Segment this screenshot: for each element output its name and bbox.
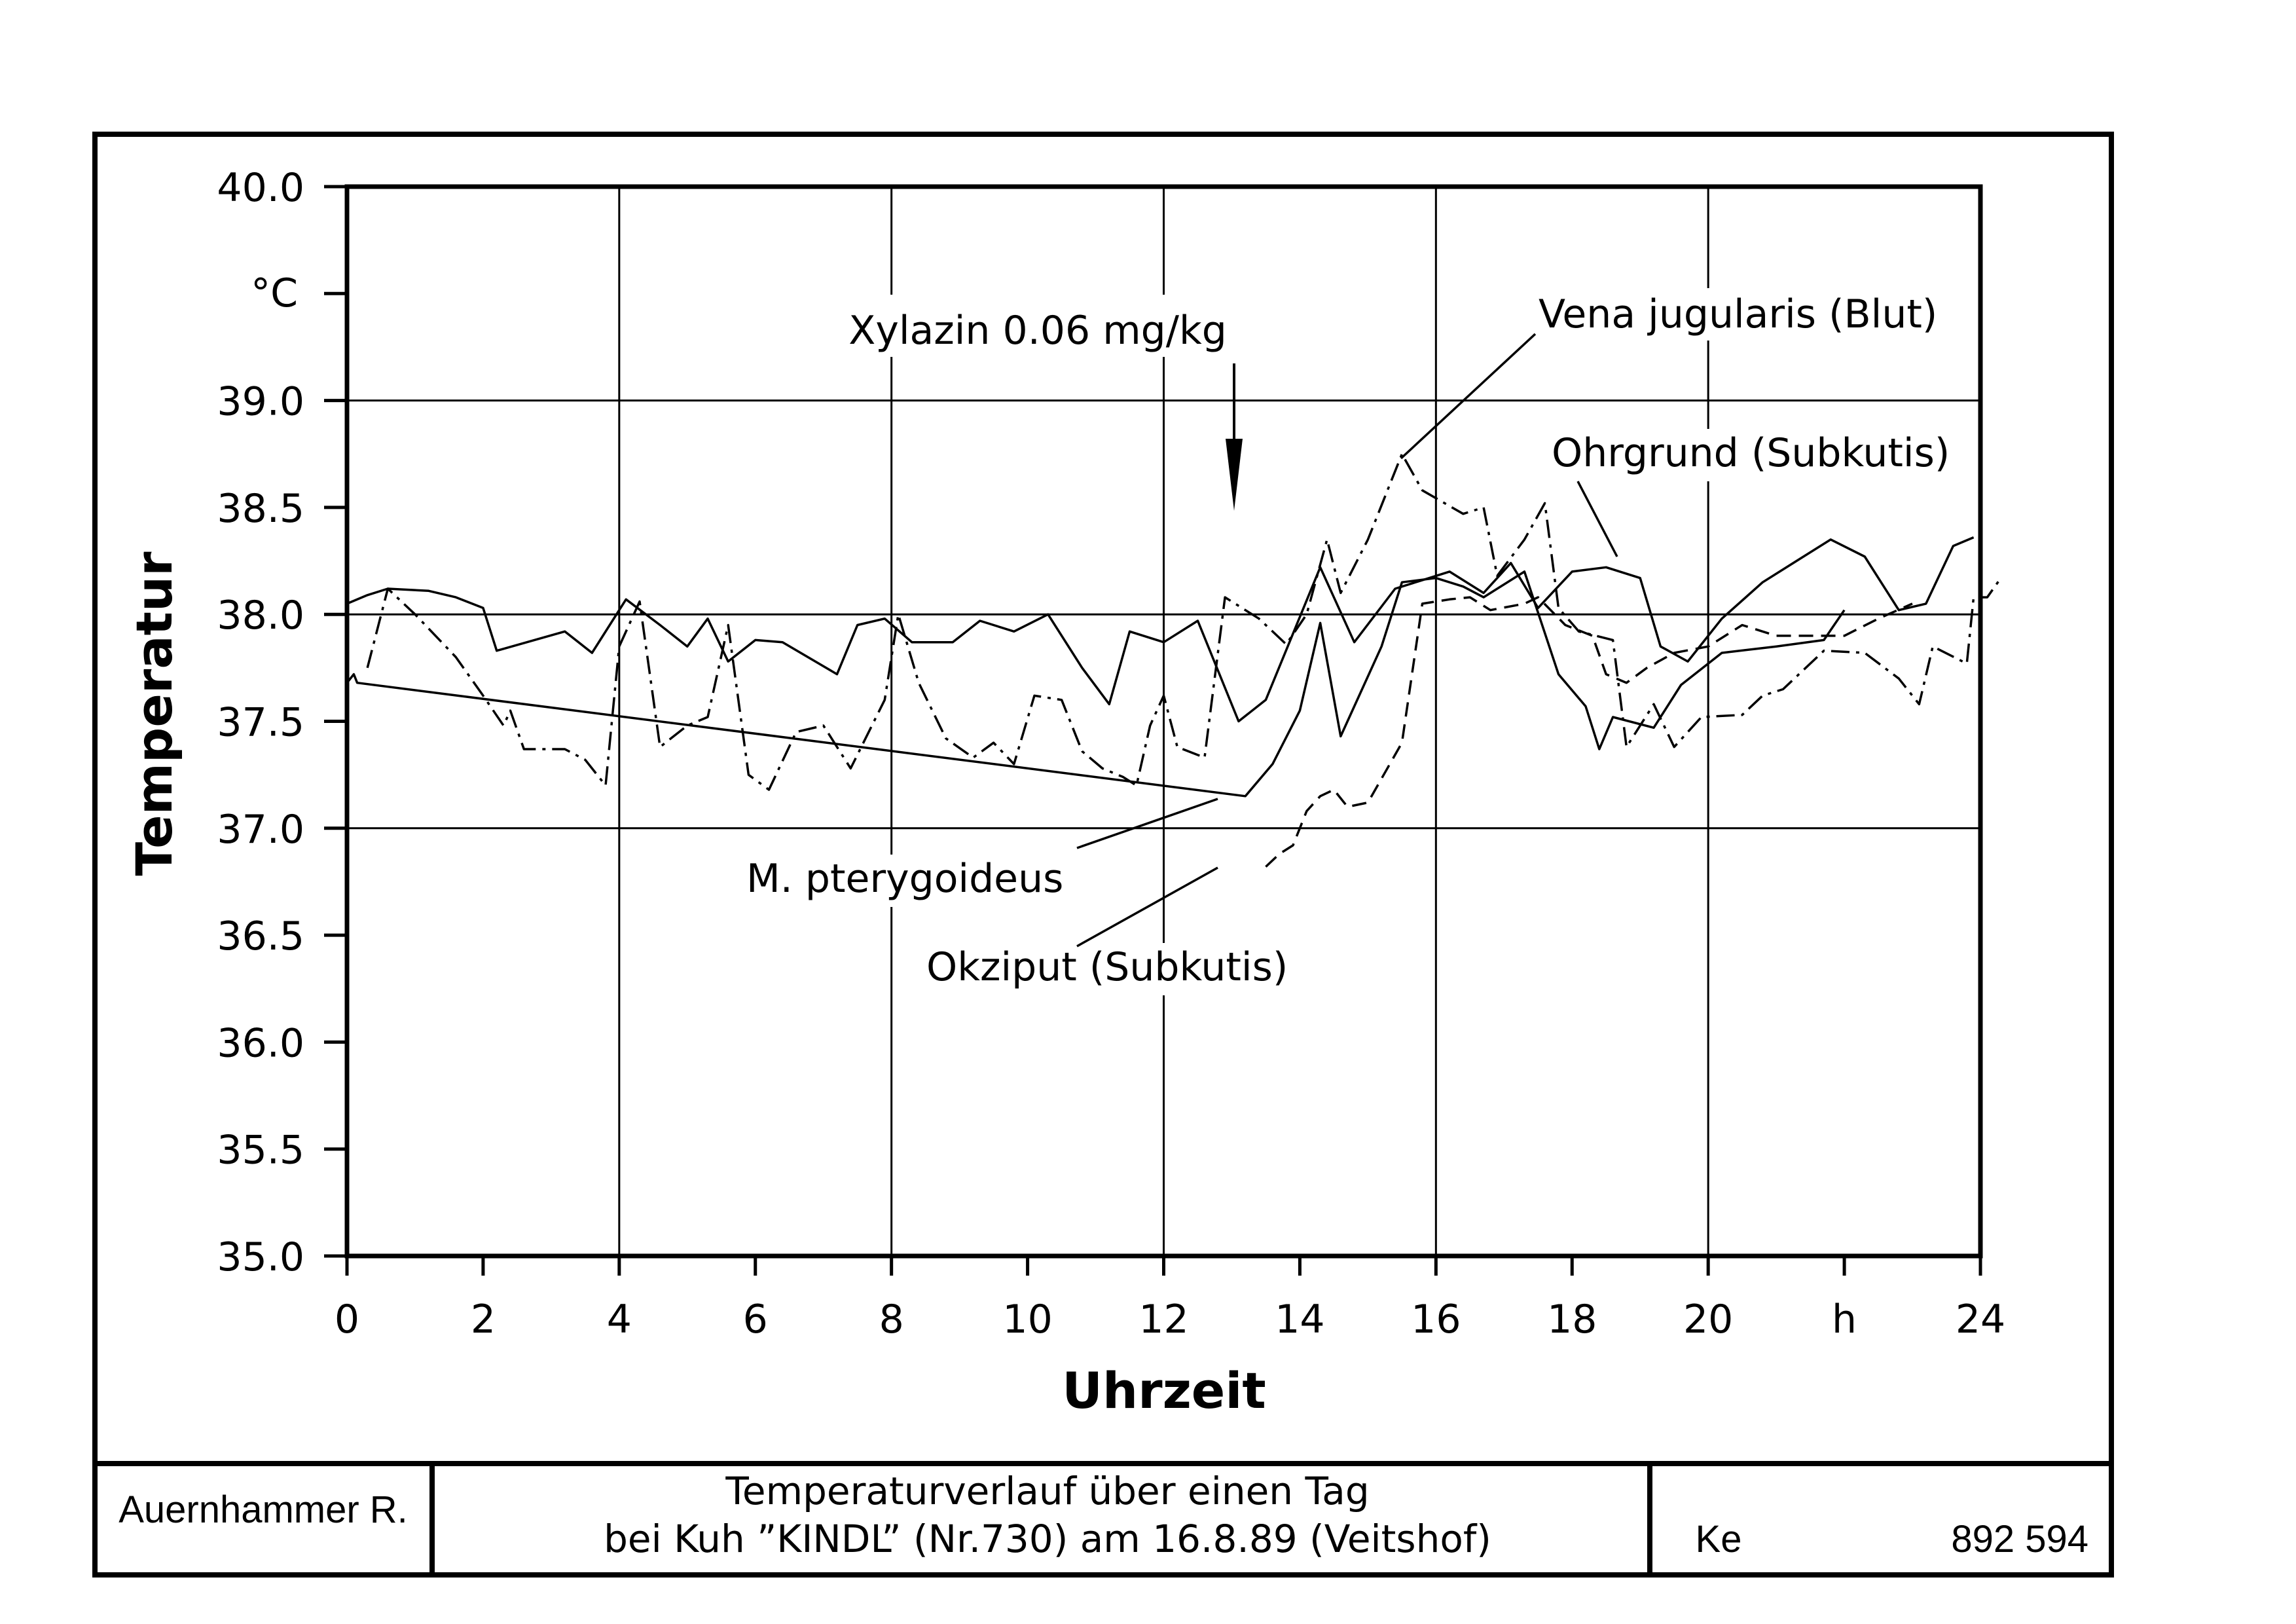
label-ohrgrund: Ohrgrund (Subkutis)	[1552, 430, 1950, 476]
x-axis: 0 2 4 6 8 10 12 14 16 18 20 24	[335, 1256, 2005, 1342]
footer-title-line1: Temperaturverlauf über einen Tag	[725, 1469, 1369, 1513]
footer-code-left: Ke	[1696, 1518, 1742, 1560]
y-axis: 35.0 35.5 36.0 36.5 37.0 37.5 38.0 38.5 39.0 40.0	[217, 165, 347, 1280]
x-tick-label: 4	[607, 1297, 632, 1342]
leader-vena	[1400, 333, 1537, 460]
leader-ptery	[1076, 798, 1218, 849]
y-tick-label: 39.0	[217, 379, 304, 425]
y-tick-label: 35.5	[217, 1128, 304, 1173]
y-tick-label: 38.0	[217, 593, 304, 638]
x-tick-label: 8	[879, 1297, 904, 1342]
annotation-bg	[792, 295, 1283, 357]
x-unit-label: h	[1832, 1297, 1857, 1342]
label-bg-vena	[1532, 288, 1977, 341]
y-tick-label: 37.0	[217, 807, 304, 853]
x-tick-label: 18	[1547, 1297, 1597, 1342]
x-tick-label: 6	[743, 1297, 768, 1342]
y-unit-label: °C	[251, 270, 298, 316]
footer-code-right: 892 594	[1951, 1518, 2088, 1560]
series-line-3	[1265, 596, 1913, 868]
x-tick-label: 0	[335, 1297, 359, 1342]
x-axis-title: Uhrzeit	[1062, 1361, 1266, 1420]
x-tick-label: 24	[1956, 1297, 2005, 1342]
label-bg-ohrgrund	[1545, 429, 1977, 481]
y-tick-label: 36.5	[217, 913, 304, 959]
x-tick-label: 2	[471, 1297, 496, 1342]
x-tick-label: 16	[1411, 1297, 1461, 1342]
y-tick-label: 38.5	[217, 486, 304, 532]
label-m-pterygoideus: M. pterygoideus	[746, 856, 1063, 902]
label-okziput: Okziput (Subkutis)	[926, 944, 1288, 990]
x-tick-label: 10	[1002, 1297, 1052, 1342]
x-tick-label: 20	[1683, 1297, 1733, 1342]
y-tick-label: 37.5	[217, 700, 304, 746]
series-line-2	[366, 452, 2002, 791]
footer-title-line2: bei Kuh ”KINDL” (Nr.730) am 16.8.89 (Vei…	[604, 1517, 1491, 1561]
y-axis-title: Temperatur	[125, 551, 183, 876]
annotation-arrow-head	[1226, 439, 1243, 511]
grid	[347, 187, 1980, 1256]
label-bg-okziput	[923, 943, 1316, 995]
label-bg-ptery	[740, 855, 1087, 907]
x-tick-label: 14	[1275, 1297, 1324, 1342]
leader-okziput	[1076, 866, 1218, 948]
outer-frame	[92, 132, 2114, 1578]
y-tick-label: 36.0	[217, 1020, 304, 1066]
series-group	[346, 452, 2002, 868]
series-line-0	[346, 536, 1975, 723]
footer-author: Auernhammer R.	[118, 1488, 408, 1531]
y-tick-label: 40.0	[217, 165, 304, 211]
series-line-1	[346, 570, 1846, 798]
x-tick-label: 12	[1139, 1297, 1188, 1342]
label-vena-jugularis: Vena jugularis (Blut)	[1539, 291, 1937, 337]
leader-ohrgrund	[1576, 481, 1618, 557]
annotation-xylazin: Xylazin 0.06 mg/kg	[848, 308, 1227, 354]
y-tick-label: 35.0	[217, 1234, 304, 1280]
